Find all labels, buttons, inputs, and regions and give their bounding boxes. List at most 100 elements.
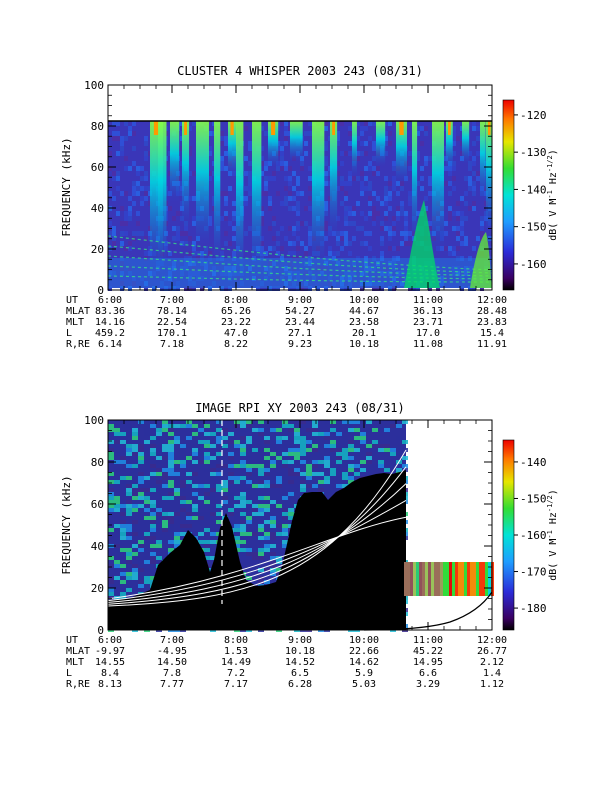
spectrogram-cell xyxy=(440,281,444,286)
spectrogram-cell xyxy=(292,241,296,246)
noise-cell xyxy=(342,480,348,484)
spectrogram-cell xyxy=(404,211,408,216)
spectrogram-cell xyxy=(220,271,224,276)
spectrogram-cell xyxy=(140,211,144,216)
spectrogram-cell xyxy=(220,186,224,191)
noise-cell xyxy=(150,520,156,524)
spectrogram-cell xyxy=(140,251,144,256)
noise-cell xyxy=(264,532,270,536)
noise-cell xyxy=(252,512,258,516)
noise-cell xyxy=(174,544,180,548)
spectrogram-burst-peak xyxy=(399,121,404,135)
noise-cell xyxy=(366,460,372,464)
noise-cell xyxy=(348,432,354,436)
spectrogram-cell xyxy=(452,166,456,171)
spectrogram-cell xyxy=(324,121,328,126)
noise-cell xyxy=(186,516,192,520)
spectrogram-cell xyxy=(144,136,148,141)
spectrogram-cell xyxy=(324,236,328,241)
y-tick-label: 100 xyxy=(84,79,104,92)
spectrogram-cell xyxy=(448,171,452,176)
noise-cell xyxy=(282,444,288,448)
noise-cell xyxy=(252,464,258,468)
noise-cell xyxy=(138,420,144,424)
spectrogram-cell xyxy=(220,156,224,161)
noise-cell xyxy=(312,484,318,488)
spectrogram-cell xyxy=(364,136,368,141)
noise-cell xyxy=(276,428,282,432)
spectrogram-cell xyxy=(288,286,292,291)
spectrogram-cell xyxy=(424,136,428,141)
noise-cell xyxy=(258,508,264,512)
spectrogram-cell xyxy=(120,261,124,266)
ephemeris-value: 5.03 xyxy=(352,679,376,690)
noise-cell xyxy=(258,548,264,552)
spectrogram-cell xyxy=(260,251,264,256)
noise-cell xyxy=(120,572,126,576)
noise-cell xyxy=(120,556,126,560)
colorbar-tick-label: -130 xyxy=(520,146,547,159)
spectrogram-cell xyxy=(244,171,248,176)
spectrogram-cell xyxy=(364,186,368,191)
noise-cell xyxy=(282,464,288,468)
noise-cell xyxy=(114,452,120,456)
spectrogram-cell xyxy=(348,241,352,246)
ephemeris-value: 26.77 xyxy=(477,646,507,657)
noise-cell xyxy=(306,480,312,484)
noise-cell xyxy=(228,460,234,464)
spectrogram-cell xyxy=(364,281,368,286)
noise-cell xyxy=(138,480,144,484)
spectrogram-cell xyxy=(340,286,344,291)
spectrogram-cell xyxy=(296,176,300,181)
noise-cell xyxy=(132,484,138,488)
spectrogram-cell xyxy=(428,286,432,291)
spectrogram-cell xyxy=(308,226,312,231)
spectrogram-cell xyxy=(340,246,344,251)
spectrogram-cell xyxy=(264,251,268,256)
emission-patch xyxy=(470,232,492,288)
spectrogram-cell xyxy=(300,231,304,236)
spectrogram-cell xyxy=(228,201,232,206)
spectrogram-cell xyxy=(392,276,396,281)
noise-cell xyxy=(270,516,276,520)
noise-cell xyxy=(240,532,246,536)
noise-cell xyxy=(300,444,306,448)
noise-cell xyxy=(156,420,162,424)
spectrogram-cell xyxy=(372,191,376,196)
noise-cell xyxy=(180,480,186,484)
noise-cell xyxy=(276,456,282,460)
spectrogram-cell xyxy=(276,216,280,221)
spectrogram-burst xyxy=(330,121,338,237)
spectrogram-cell xyxy=(232,236,236,241)
noise-cell xyxy=(288,460,294,464)
noise-cell xyxy=(252,428,258,432)
panel-2-spectrogram xyxy=(107,420,494,632)
noise-cell xyxy=(210,548,216,552)
ephemeris-value: 54.27 xyxy=(285,306,315,317)
noise-cell xyxy=(246,520,252,524)
spectrogram-cell xyxy=(348,171,352,176)
spectrogram-cell xyxy=(412,286,416,291)
noise-cell xyxy=(240,492,246,496)
late-block-stripe xyxy=(428,562,431,596)
spectrogram-cell xyxy=(284,201,288,206)
ephemeris-value: 1.53 xyxy=(224,646,248,657)
noise-cell xyxy=(132,436,138,440)
spectrogram-cell xyxy=(324,171,328,176)
noise-cell xyxy=(210,488,216,492)
spectrogram-cell xyxy=(452,141,456,146)
spectrogram-cell xyxy=(376,281,380,286)
spectrogram-cell xyxy=(136,211,140,216)
spectrogram-cell xyxy=(420,176,424,181)
spectrogram-cell xyxy=(172,256,176,261)
noise-cell xyxy=(330,448,336,452)
spectrogram-cell xyxy=(340,161,344,166)
spectrogram-cell xyxy=(360,241,364,246)
noise-cell xyxy=(204,512,210,516)
spectrogram-cell xyxy=(176,211,180,216)
noise-cell xyxy=(192,444,198,448)
noise-cell xyxy=(114,568,120,572)
late-block-stripe xyxy=(461,562,464,596)
spectrogram-cell xyxy=(404,221,408,226)
noise-cell xyxy=(120,480,126,484)
